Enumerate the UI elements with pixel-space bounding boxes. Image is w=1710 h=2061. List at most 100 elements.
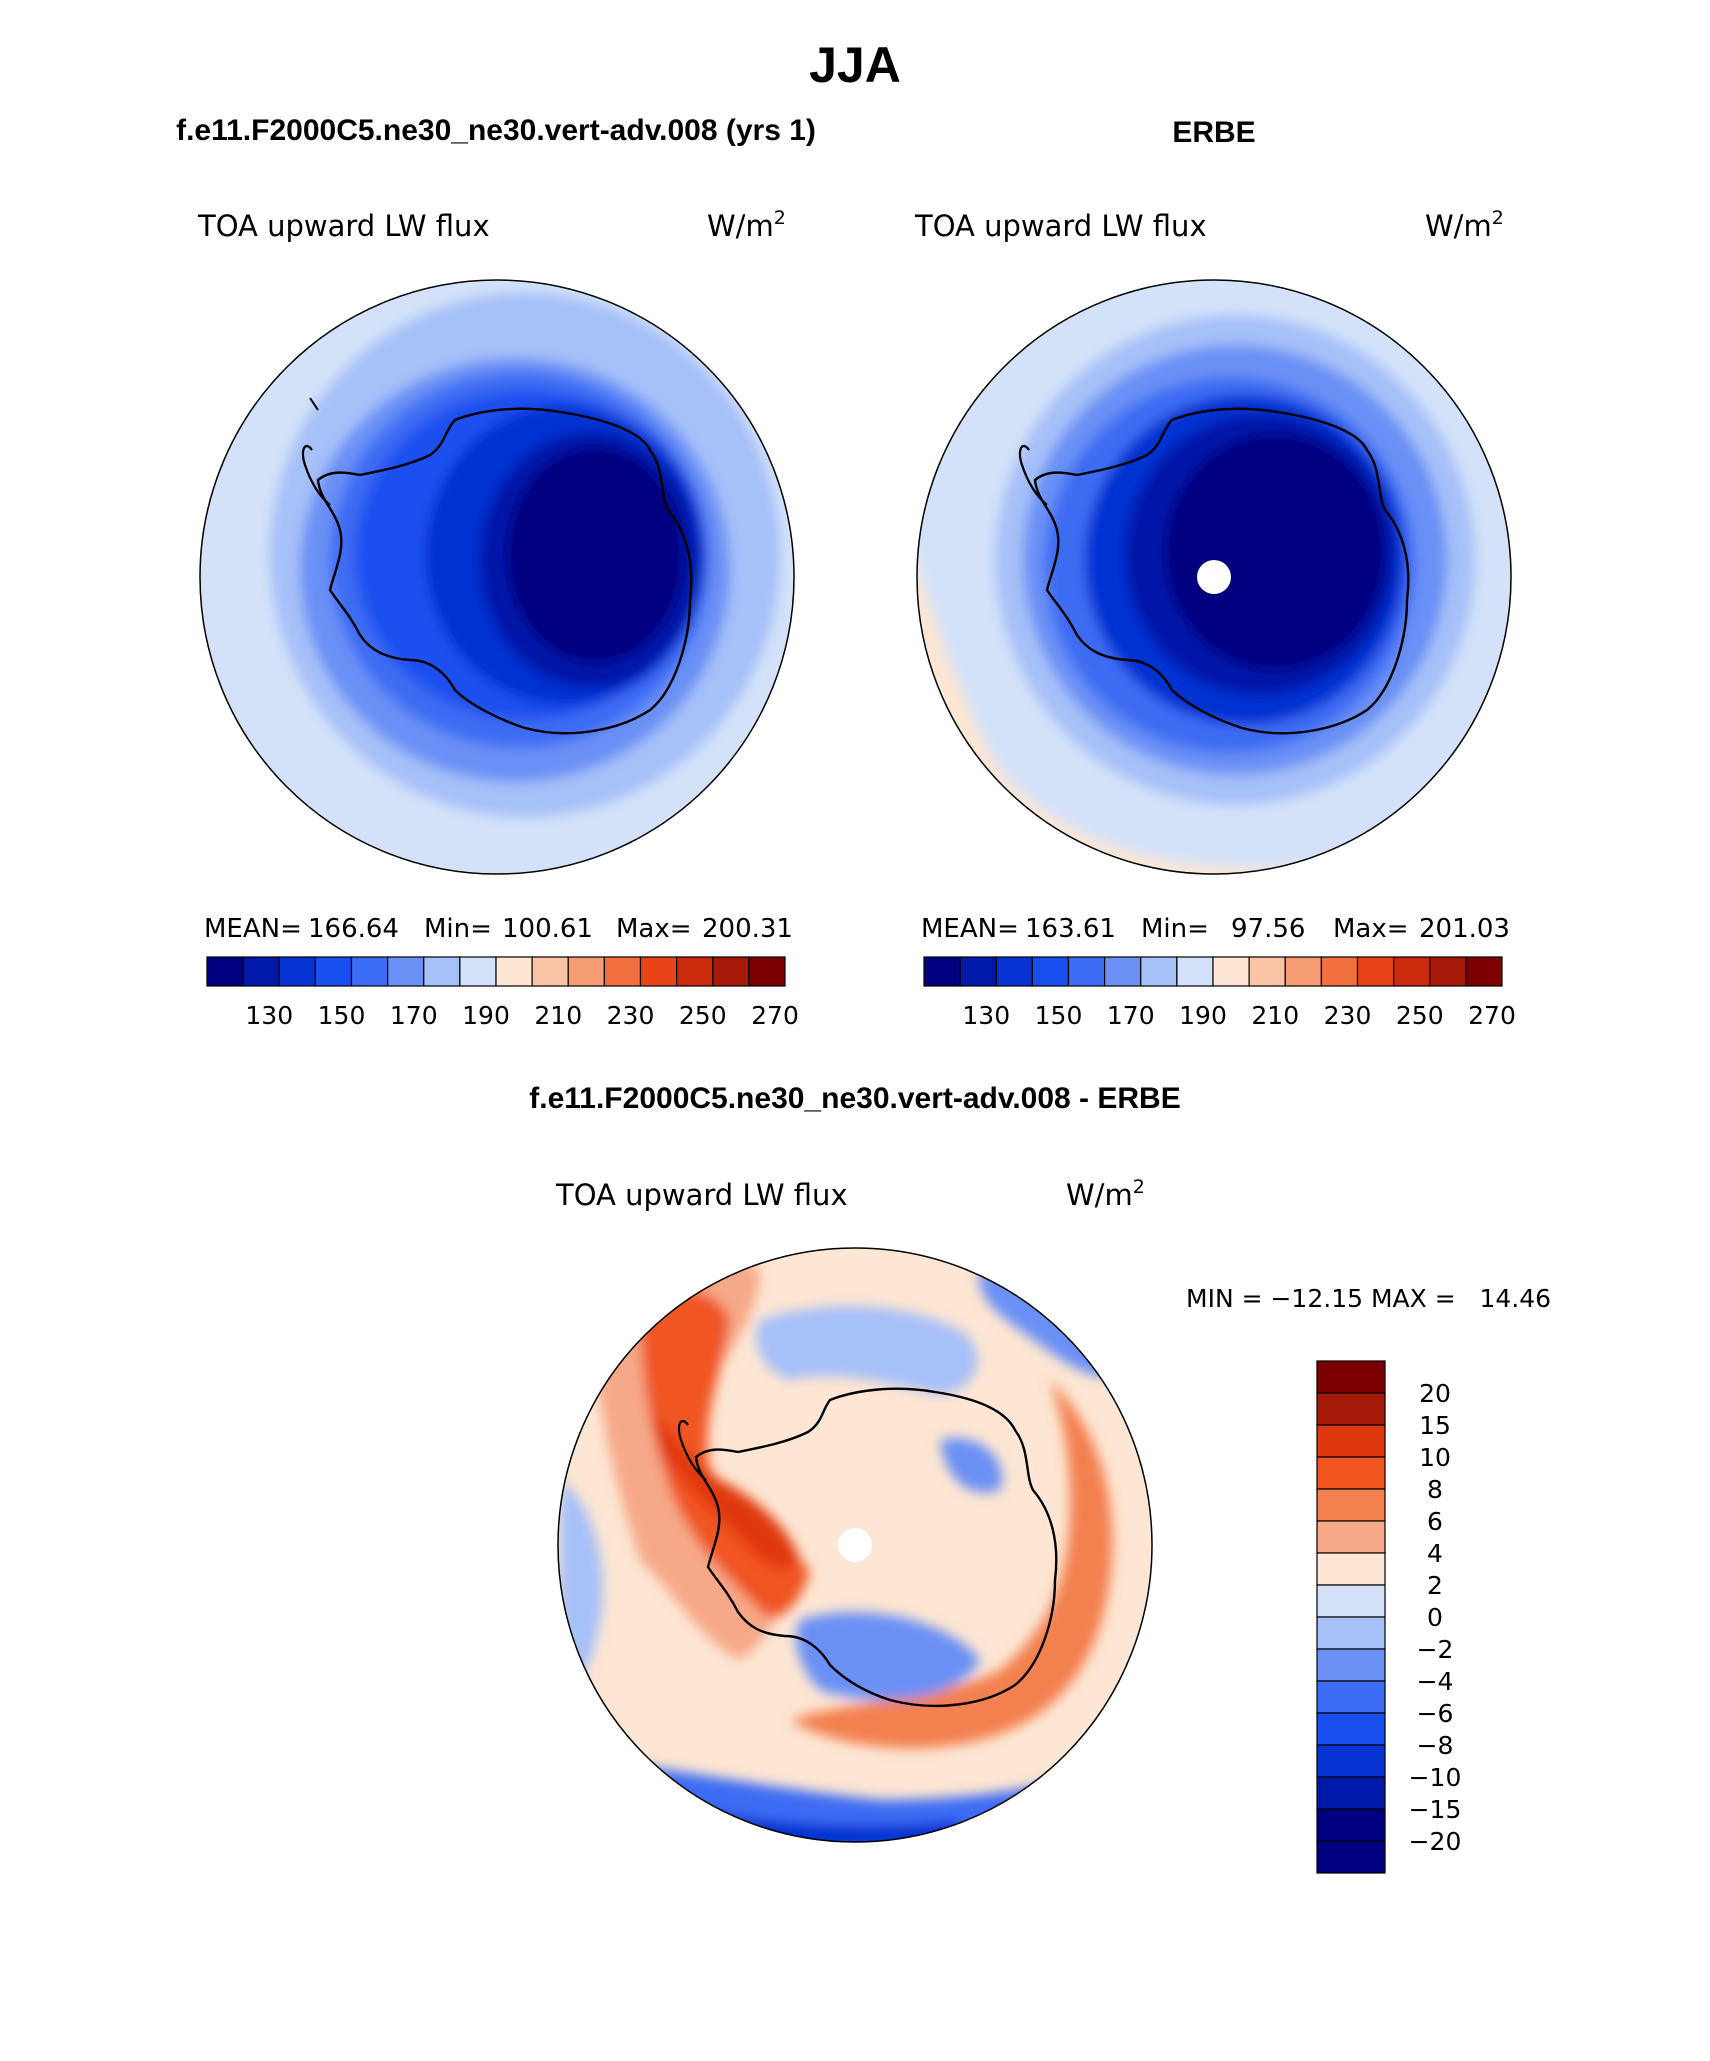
- right-antarctic-peninsula: [1018, 444, 1048, 506]
- right-variable-label: TOA upward LW flux: [914, 209, 1207, 243]
- diff-negative-patch-north: [756, 1306, 978, 1395]
- left-colorbar-tick-label: 270: [751, 1001, 799, 1030]
- right-colorbar-swatch: [1248, 956, 1286, 987]
- right-colorbar-swatch: [1465, 956, 1503, 987]
- diff-colorbar-tick-label: 0: [1427, 1603, 1443, 1632]
- right-min-value: 97.56: [1231, 914, 1305, 944]
- right-colorbar: 130 150 170 190 210 230 250 270: [923, 956, 1516, 1030]
- left-colorbar-tick-label: 170: [390, 1001, 438, 1030]
- right-colorbar-swatch: [959, 956, 997, 987]
- right-min-label: Min=: [1141, 914, 1209, 944]
- right-colorbar-swatch: [995, 956, 1033, 987]
- figure-title: JJA: [809, 37, 901, 93]
- diff-positive-arc-west-max: [650, 1410, 800, 1569]
- left-colorbar-swatch: [278, 956, 316, 987]
- diff-units-exp: 2: [1133, 1176, 1145, 1198]
- right-colorbar-swatch: [1429, 956, 1467, 987]
- left-colorbar-swatch: [423, 956, 461, 987]
- right-units-base: W/m: [1425, 209, 1492, 243]
- left-colorbar-swatch: [603, 956, 642, 987]
- diff-colorbar-swatch: [1316, 1776, 1386, 1810]
- diff-colorbar-tick-label: −8: [1417, 1731, 1454, 1760]
- right-stats: MEAN= 163.61 Min= 97.56 Max= 201.03: [921, 914, 1510, 944]
- right-colorbar-swatch: [1104, 956, 1142, 987]
- left-units-base: W/m: [707, 209, 774, 243]
- diff-pole-missing-data: [838, 1528, 872, 1562]
- diff-colorbar-tick-label: 10: [1419, 1443, 1451, 1472]
- left-colorbar-swatch: [495, 956, 533, 987]
- right-mean-value: 163.61: [1025, 914, 1116, 944]
- right-colorbar-swatch: [923, 956, 961, 987]
- right-max-value: 201.03: [1419, 914, 1510, 944]
- left-colorbar-swatch: [314, 956, 353, 987]
- diff-negative-patch-center: [940, 1438, 1002, 1493]
- diff-colorbar-swatch: [1316, 1520, 1386, 1554]
- left-colorbar-swatch: [531, 956, 569, 987]
- left-max-label: Max=: [616, 914, 692, 944]
- right-pole-missing-data: [1197, 560, 1231, 594]
- diff-colorbar-tick-label: −10: [1409, 1763, 1462, 1792]
- diff-antarctic-peninsula: [677, 1419, 707, 1481]
- left-colorbar-swatch: [459, 956, 497, 987]
- left-stats: MEAN= 166.64 Min= 100.61 Max= 200.31: [204, 914, 793, 944]
- diff-colorbar-swatch: [1316, 1712, 1386, 1746]
- left-colorbar-swatch: [206, 956, 244, 987]
- right-mean-label: MEAN=: [921, 914, 1019, 944]
- left-variable-label: TOA upward LW flux: [197, 209, 490, 243]
- left-colorbar-tick-label: 210: [534, 1001, 582, 1030]
- diff-colorbar-swatch: [1316, 1552, 1386, 1586]
- diff-variable-label: TOA upward LW flux: [555, 1178, 848, 1212]
- right-units-label: W/m2: [1425, 207, 1504, 243]
- left-map: [200, 280, 794, 874]
- left-colorbar-swatch: [676, 956, 714, 987]
- diff-colorbar-swatch: [1316, 1488, 1386, 1522]
- diff-colorbar-swatch: [1316, 1584, 1386, 1618]
- right-contour-120: [1165, 434, 1385, 670]
- left-map-border: [199, 279, 795, 875]
- diff-colorbar-tick-label: 15: [1419, 1411, 1451, 1440]
- diff-colorbar-swatch: [1316, 1616, 1386, 1650]
- right-colorbar-swatch: [1320, 956, 1359, 987]
- diff-colorbar-swatch: [1316, 1744, 1386, 1778]
- diff-colorbar-swatch: [1316, 1808, 1386, 1842]
- diff-colorbar-swatch: [1316, 1680, 1386, 1714]
- right-map: [917, 280, 1511, 874]
- diff-units-label: W/m2: [1066, 1176, 1145, 1212]
- left-min-label: Min=: [424, 914, 492, 944]
- left-colorbar-swatch: [350, 956, 389, 987]
- right-colorbar-tick-label: 250: [1396, 1001, 1444, 1030]
- right-colorbar-swatch: [1176, 956, 1214, 987]
- diff-colorbar-tick-label: 2: [1427, 1571, 1443, 1600]
- right-colorbar-tick-label: 270: [1468, 1001, 1516, 1030]
- left-colorbar-tick-label: 150: [318, 1001, 366, 1030]
- diff-colorbar-tick-label: 8: [1427, 1475, 1443, 1504]
- diff-colorbar-swatch: [1316, 1360, 1386, 1394]
- left-contour-120: [507, 447, 683, 663]
- diff-units-base: W/m: [1066, 1178, 1133, 1212]
- left-min-value: 100.61: [502, 914, 593, 944]
- left-mean-label: MEAN=: [204, 914, 302, 944]
- right-colorbar-swatch: [1212, 956, 1250, 987]
- left-colorbar-tick-label: 230: [607, 1001, 655, 1030]
- right-colorbar-tick-label: 210: [1251, 1001, 1299, 1030]
- left-antarctic-peninsula: [301, 444, 331, 506]
- diff-colorbar-swatch: [1316, 1392, 1386, 1426]
- right-colorbar-swatch: [1140, 956, 1178, 987]
- right-colorbar-tick-label: 170: [1107, 1001, 1155, 1030]
- right-colorbar-swatch: [1067, 956, 1106, 987]
- right-max-label: Max=: [1333, 914, 1409, 944]
- right-colorbar-tick-label: 230: [1324, 1001, 1372, 1030]
- right-colorbar-swatch: [1031, 956, 1070, 987]
- left-colorbar-tick-label: 130: [245, 1001, 293, 1030]
- left-mean-value: 166.64: [308, 914, 399, 944]
- diff-colorbar-swatch: [1316, 1840, 1386, 1874]
- right-colorbar-tick-label: 130: [962, 1001, 1010, 1030]
- right-units-exp: 2: [1492, 207, 1504, 229]
- diff-colorbar-swatch: [1316, 1456, 1386, 1490]
- right-panel-title: ERBE: [1172, 116, 1255, 149]
- diff-colorbar-tick-label: 6: [1427, 1507, 1443, 1536]
- diff-map-border: [557, 1247, 1153, 1843]
- right-colorbar-tick-label: 190: [1179, 1001, 1227, 1030]
- diff-colorbar-swatch: [1316, 1648, 1386, 1682]
